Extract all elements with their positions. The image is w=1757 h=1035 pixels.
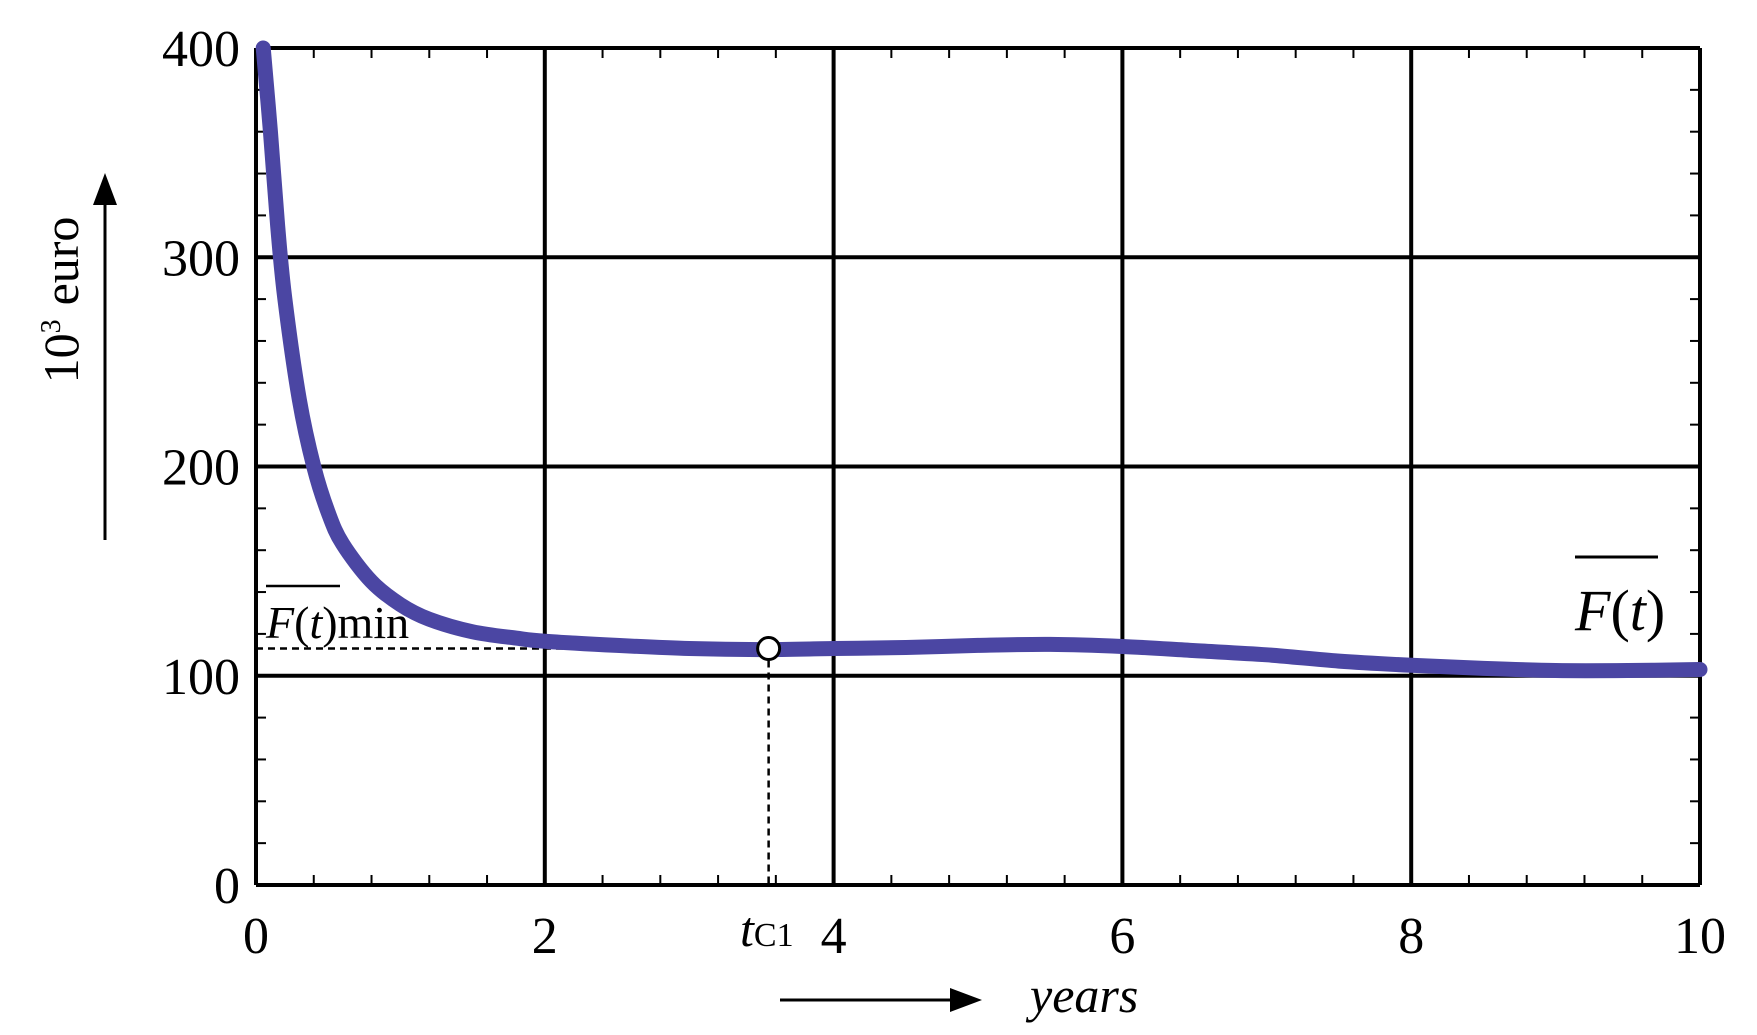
x-axis-label: years — [1025, 967, 1138, 1023]
x-tick-label: 2 — [532, 908, 558, 965]
svg-text:F(t): F(t) — [1574, 578, 1665, 643]
x-tick-label: 4 — [821, 908, 847, 965]
fmin-label-close: ) — [322, 597, 337, 648]
x-tick-label: 6 — [1109, 908, 1135, 965]
y-tick-label: 0 — [214, 858, 240, 915]
y-tick-label: 200 — [162, 440, 240, 497]
fmin-label-suffix: min — [338, 597, 410, 648]
y-tick-label: 300 — [162, 230, 240, 287]
y-axis-label-unit: euro — [33, 217, 89, 306]
y-axis-label: 103 euro — [33, 217, 89, 384]
curve-label-t: t — [1630, 578, 1648, 643]
series-layer — [255, 40, 1708, 679]
guide-layer — [256, 647, 770, 885]
fmin-label: F(t)min — [265, 584, 409, 648]
y-axis-label-base: 10 — [33, 333, 89, 383]
svg-text:F(t)min: F(t)min — [265, 597, 409, 648]
x-tick-label: 10 — [1674, 908, 1726, 965]
y-tick-label: 400 — [162, 21, 240, 78]
marker-layer — [756, 636, 782, 662]
x-axis-arrow — [780, 988, 982, 1012]
svg-text:103euro: 103 euro — [33, 217, 89, 384]
fmin-label-open: ( — [294, 597, 309, 648]
curve-label-close: ) — [1646, 578, 1665, 643]
curve-label-open: ( — [1610, 578, 1629, 643]
curve-label: F(t) — [1574, 555, 1665, 643]
x-tick-label: 8 — [1398, 908, 1424, 965]
tc1-label-sub: C1 — [754, 917, 794, 954]
grid-layer — [254, 46, 1702, 887]
tc1-label-t: t — [740, 901, 755, 957]
tc1-label: tC1 — [740, 901, 794, 957]
y-axis-arrow — [93, 173, 117, 540]
fmin-label-f: F — [265, 597, 295, 648]
min-point-marker — [756, 636, 782, 662]
fmin-label-t: t — [309, 597, 323, 648]
series-line — [255, 40, 1708, 679]
y-tick-label: 100 — [162, 649, 240, 706]
x-tick-label: 0 — [243, 908, 269, 965]
y-axis-label-exponent: 3 — [36, 319, 67, 333]
curve-label-f: F — [1574, 578, 1611, 643]
